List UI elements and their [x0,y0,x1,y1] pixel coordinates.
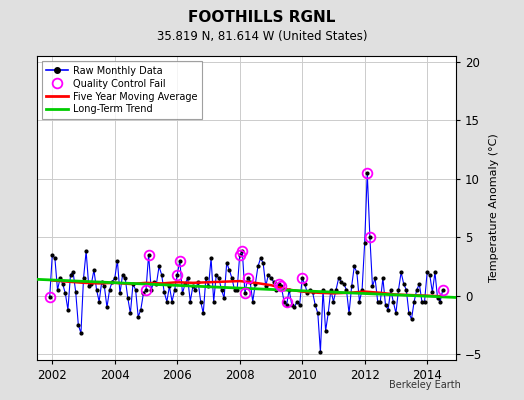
Text: Berkeley Earth: Berkeley Earth [389,380,461,390]
Text: FOOTHILLS RGNL: FOOTHILLS RGNL [188,10,336,25]
Text: 35.819 N, 81.614 W (United States): 35.819 N, 81.614 W (United States) [157,30,367,43]
Y-axis label: Temperature Anomaly (°C): Temperature Anomaly (°C) [489,134,499,282]
Legend: Raw Monthly Data, Quality Control Fail, Five Year Moving Average, Long-Term Tren: Raw Monthly Data, Quality Control Fail, … [41,61,202,119]
